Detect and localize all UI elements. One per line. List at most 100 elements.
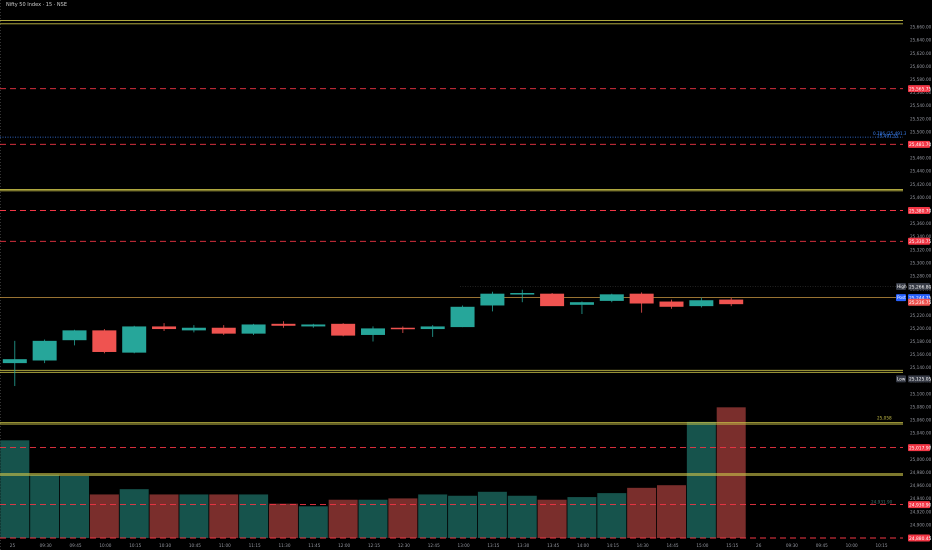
candle-body <box>480 293 505 306</box>
level-annotation: 25,058 <box>877 416 892 421</box>
y-tick-label: 25,600.00 <box>910 64 932 69</box>
level-price-tag <box>908 534 930 542</box>
x-tick-label: 11:00 <box>219 543 231 548</box>
x-tick-label: 10:30 <box>159 543 171 548</box>
candle-body <box>569 302 594 305</box>
x-tick-label: 13:00 <box>458 543 470 548</box>
candle-body <box>510 293 535 295</box>
volume-bar <box>537 499 567 538</box>
volume-bar <box>597 493 627 538</box>
level-price-tag <box>908 85 930 93</box>
level-price-text: 25,330.75 <box>909 239 932 245</box>
low-marker-value-tag <box>908 375 930 383</box>
candle-body <box>659 301 684 307</box>
x-tick-label: 12:15 <box>368 543 380 548</box>
x-tick-label: 12:45 <box>428 543 440 548</box>
high-marker-value-tag <box>908 282 930 290</box>
symbol-title: Nifty 50 Index · 15 · NSE <box>6 2 67 8</box>
y-tick-label: 25,300.00 <box>910 260 932 265</box>
y-tick-label: 25,080.00 <box>910 405 932 410</box>
volume-bar <box>448 495 478 538</box>
volume-bar <box>657 485 686 538</box>
candle-body <box>629 293 654 304</box>
candle-body <box>241 324 266 334</box>
volume-bar <box>627 487 657 538</box>
candle-body <box>689 300 714 307</box>
x-tick-label: 12:30 <box>398 543 410 548</box>
y-tick-label: 25,160.00 <box>910 352 932 357</box>
y-tick-label: 25,580.00 <box>910 77 932 82</box>
x-tick-label: 10:15 <box>129 543 141 548</box>
x-tick-label: 25 <box>10 543 16 548</box>
y-tick-label: 25,040.00 <box>910 431 932 436</box>
candle-body <box>211 327 236 334</box>
volume-bar <box>149 494 179 538</box>
high-marker-value-text: 25,266.80 <box>909 284 932 290</box>
x-tick-label: 14:30 <box>637 543 649 548</box>
x-tick-label: 14:15 <box>607 543 619 548</box>
last-price-text: 25,236.75 <box>909 300 932 306</box>
y-tick-label: 25,660.00 <box>910 25 932 30</box>
volume-bar <box>507 495 537 538</box>
y-tick-label: 25,280.00 <box>910 274 932 279</box>
y-tick-label: 25,620.00 <box>910 51 932 56</box>
candle-body <box>152 326 177 330</box>
post-marker-tag-text: Post <box>897 295 906 300</box>
x-tick-label: 10:15 <box>875 543 887 548</box>
volume-bar <box>298 506 328 538</box>
volume-bar <box>209 494 239 538</box>
candle-body <box>92 330 117 352</box>
low-marker-value-text: 25,125.05 <box>909 377 932 383</box>
candle-body <box>599 294 624 301</box>
y-tick-label: 25,200.00 <box>910 326 932 331</box>
x-tick-label: 10:45 <box>189 543 201 548</box>
volume-bar <box>567 497 597 538</box>
y-tick-label: 25,440.00 <box>910 169 932 174</box>
x-tick-label: 09:45 <box>70 543 82 548</box>
level-price-text: 25,481.70 <box>909 142 932 148</box>
y-tick-label: 25,340.00 <box>910 234 932 239</box>
x-tick-label: 11:45 <box>308 543 320 548</box>
volume-bar <box>686 421 716 538</box>
low-marker-tag-text: Low <box>897 376 906 381</box>
last-price-tag <box>908 298 930 306</box>
x-tick-label: 12:00 <box>338 543 350 548</box>
y-tick-label: 24,980.00 <box>910 470 932 475</box>
high-marker-tag <box>896 282 906 290</box>
volume-bar <box>268 503 298 538</box>
level-price-tag <box>908 501 930 509</box>
volume-bar <box>328 499 358 538</box>
x-tick-label: 14:45 <box>667 543 679 548</box>
post-marker-tag <box>896 294 906 302</box>
x-tick-label: 10:00 <box>99 543 111 548</box>
volume-bar <box>358 499 388 538</box>
x-tick-label: 15:00 <box>696 543 708 548</box>
high-marker-tag-text: High <box>897 284 907 289</box>
x-tick-label: 13:45 <box>547 543 559 548</box>
candle-body <box>181 327 206 331</box>
y-tick-label: 25,320.00 <box>910 247 932 252</box>
candle-body <box>32 340 57 361</box>
y-tick-label: 25,360.00 <box>910 221 932 226</box>
volume-bar <box>89 494 119 538</box>
volume-annotation: 24,931.90 <box>871 499 893 504</box>
candle-body <box>2 359 27 364</box>
y-tick-label: 24,900.00 <box>910 522 932 527</box>
x-tick-label: 09:30 <box>786 543 798 548</box>
level-price-text: 25,017.90 <box>909 445 932 451</box>
candle-body <box>719 299 744 305</box>
y-tick-label: 25,140.00 <box>910 365 932 370</box>
volume-bar <box>0 440 30 538</box>
x-tick-label: 15:15 <box>726 543 738 548</box>
x-tick-label: 09:30 <box>40 543 52 548</box>
low-marker-tag <box>896 375 906 383</box>
y-tick-label: 24,920.00 <box>910 509 932 514</box>
volume-bar <box>239 494 269 538</box>
y-tick-label: 25,560.00 <box>910 90 932 95</box>
candle-body <box>361 328 385 335</box>
candle-body <box>62 330 87 341</box>
x-tick-label: 11:30 <box>278 543 290 548</box>
y-tick-label: 25,500.00 <box>910 129 932 134</box>
